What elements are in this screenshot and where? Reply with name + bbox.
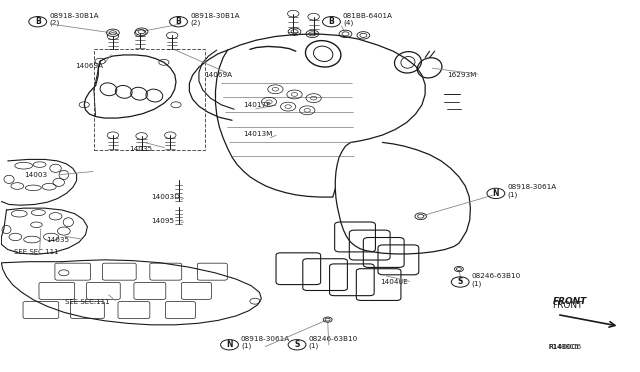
Text: 14013M: 14013M (244, 131, 273, 137)
Text: R1400C6: R1400C6 (548, 344, 579, 350)
Text: 14017E: 14017E (244, 102, 271, 108)
Text: B: B (175, 17, 181, 26)
Text: 08918-30B1A
(2): 08918-30B1A (2) (49, 13, 99, 26)
Text: 08246-63B10
(1): 08246-63B10 (1) (308, 336, 358, 349)
Text: S: S (294, 340, 300, 349)
Text: 14040E: 14040E (381, 279, 408, 285)
Text: 14095: 14095 (151, 218, 174, 224)
Text: 16293M: 16293M (447, 72, 477, 78)
Text: 14069A: 14069A (204, 72, 232, 78)
Text: S: S (458, 278, 463, 286)
Text: B: B (35, 17, 40, 26)
Text: R1400C6: R1400C6 (548, 344, 581, 350)
Text: 14003: 14003 (24, 172, 47, 178)
Text: 081BB-6401A
(4): 081BB-6401A (4) (343, 13, 393, 26)
Text: B: B (328, 17, 334, 26)
Text: 08918-30B1A
(2): 08918-30B1A (2) (190, 13, 239, 26)
Text: 08918-3061A
(1): 08918-3061A (1) (508, 185, 557, 198)
Text: N: N (493, 189, 499, 198)
Text: 14035: 14035 (129, 146, 152, 152)
Text: 08918-3061A
(1): 08918-3061A (1) (241, 336, 290, 349)
Text: 08246-63B10
(1): 08246-63B10 (1) (472, 273, 521, 286)
Text: 14035: 14035 (46, 237, 69, 243)
Text: FRONT: FRONT (552, 301, 583, 311)
Text: SEE SEC.111: SEE SEC.111 (65, 299, 109, 305)
Text: SEE SEC.111: SEE SEC.111 (14, 250, 59, 256)
Text: N: N (227, 340, 233, 349)
Text: FRONT: FRONT (552, 297, 587, 306)
Text: 14069A: 14069A (75, 63, 103, 69)
Text: 14003D: 14003D (151, 194, 180, 200)
